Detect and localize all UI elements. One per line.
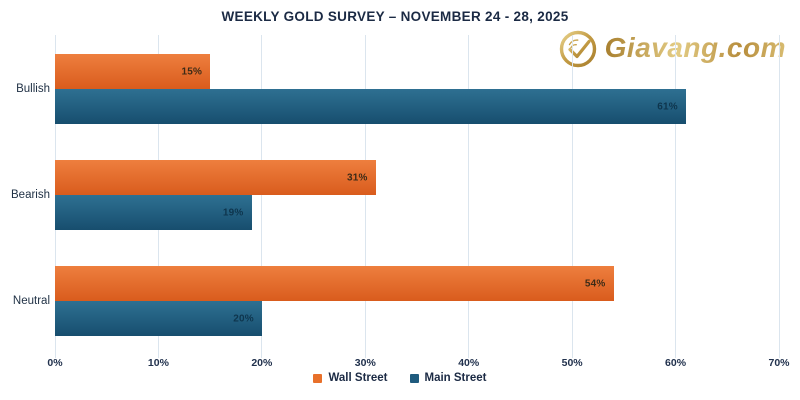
chart-title: WEEKLY GOLD SURVEY – NOVEMBER 24 - 28, 2… (221, 9, 569, 24)
brand-logo-text: Giavang.com (604, 32, 786, 63)
gridline (364, 35, 366, 358)
bar-value-label: 54% (584, 278, 606, 289)
chart-legend: Wall Street Main Street (0, 372, 800, 384)
gridline (571, 35, 573, 358)
legend-item-wall-street: Wall Street (313, 372, 388, 384)
legend-item-main-street: Main Street (409, 372, 487, 384)
bar-wall-street-neutral: 54% (55, 266, 614, 301)
gridline (675, 35, 677, 358)
gridline (778, 35, 780, 358)
category-label-neutral: Neutral (12, 295, 50, 307)
x-tick-label: 50% (561, 357, 583, 369)
x-tick-label: 10% (147, 357, 169, 369)
bar-value-label: 61% (657, 101, 678, 112)
legend-swatch (313, 373, 323, 383)
x-tick-label: 30% (354, 357, 376, 369)
bar-main-street-bullish: 61% (55, 89, 686, 124)
category-label-bullish: Bullish (16, 83, 50, 95)
bar-value-label: 20% (233, 313, 254, 324)
bar-main-street-neutral: 20% (55, 301, 262, 336)
bar-value-label: 15% (181, 66, 203, 77)
bar-wall-street-bullish: 15% (55, 54, 211, 89)
bar-value-label: 31% (347, 172, 368, 183)
x-tick-label: 70% (768, 357, 790, 369)
bar-wall-street-bearish: 31% (55, 160, 376, 195)
x-tick-label: 60% (665, 357, 687, 369)
x-tick-label: 0% (47, 357, 63, 369)
legend-label: Main Street (424, 372, 487, 384)
brand-logo[interactable]: Giavang.com (557, 27, 786, 69)
category-label-bearish: Bearish (11, 189, 50, 201)
x-tick-label: 20% (251, 357, 273, 369)
bar-main-street-bearish: 19% (55, 195, 252, 230)
x-tick-label: 40% (458, 357, 480, 369)
bar-value-label: 19% (222, 207, 244, 218)
gridline (468, 35, 470, 358)
plot-area: 15% 61% 31% 19% 54% 20% (54, 35, 780, 358)
gridline (261, 35, 263, 358)
legend-label: Wall Street (328, 372, 388, 384)
legend-swatch (409, 373, 419, 383)
